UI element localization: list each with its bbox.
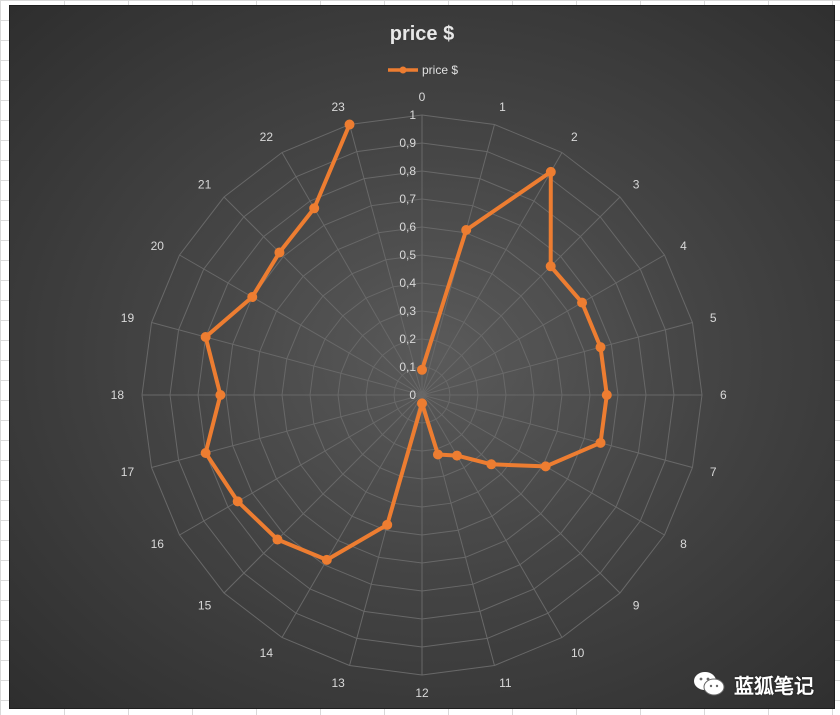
radial-tick-label: 0,9 [399,136,416,150]
category-label: 0 [419,90,426,104]
category-label: 1 [499,100,506,114]
grid-spoke [179,394,423,536]
grid-spoke [421,254,665,396]
radial-tick-label: 0,6 [399,220,416,234]
radial-tick-label: 0,7 [399,192,416,206]
grid-spoke [281,152,423,396]
grid-spoke [179,254,423,396]
grid-spoke [421,152,563,396]
category-label: 22 [260,130,274,144]
radar-chart: price $ price $ 0 0,1 0,2 0,3 0,4 0,5 0,6 0,7 0,… [111,23,727,700]
data-point[interactable] [432,449,443,460]
category-label: 4 [680,239,687,253]
category-label: 6 [720,388,727,402]
legend-label: price $ [422,63,458,77]
data-point[interactable] [200,332,211,343]
data-point[interactable] [452,450,462,461]
category-label: 17 [121,465,135,479]
radial-tick-label: 0,5 [399,248,416,262]
grid-spoke [151,322,423,396]
data-point[interactable] [247,292,258,302]
radial-tick-label: 0,3 [399,304,416,318]
category-label: 7 [710,465,717,479]
data-point[interactable] [232,496,243,507]
grid-spoke [223,394,423,594]
category-label: 18 [111,388,125,402]
category-label: 16 [151,537,165,551]
data-point[interactable] [272,534,283,545]
grid-spoke [421,394,693,468]
category-label: 12 [415,686,429,700]
data-point[interactable] [417,398,427,409]
grid-spoke [421,322,693,396]
data-point[interactable] [595,437,606,448]
wechat-icon [694,672,725,696]
radial-tick-labels: 0 0,1 0,2 0,3 0,4 0,5 0,6 0,7 0,8 0,9 1 [399,108,416,402]
category-label: 13 [332,676,346,690]
category-label: 2 [571,130,578,144]
category-label: 15 [198,599,212,613]
grid-spoke [151,394,423,468]
category-label: 3 [633,177,640,191]
grid-spoke [421,196,621,396]
watermark-text: 蓝狐笔记 [734,673,814,698]
data-point[interactable] [540,461,551,472]
watermark: 蓝狐笔记 [692,666,814,702]
data-point[interactable] [577,297,588,308]
category-label: 5 [710,311,717,325]
data-point[interactable] [545,166,556,177]
data-point[interactable] [274,247,285,258]
data-point[interactable] [200,447,211,458]
radial-tick-label: 0,4 [399,276,416,290]
radar-grid [141,114,703,676]
category-label: 23 [332,100,346,114]
grid-spoke [223,196,423,396]
chart-title: price $ [390,23,454,45]
legend[interactable]: price $ [388,63,458,77]
data-point[interactable] [382,519,393,530]
radial-tick-label: 0 [409,388,416,402]
category-label: 10 [571,646,585,660]
data-point[interactable] [595,342,606,353]
series-price[interactable] [200,119,612,565]
data-point[interactable] [344,119,355,130]
radial-tick-label: 0,2 [399,332,416,346]
data-point[interactable] [215,390,226,400]
series-line[interactable] [203,122,609,562]
category-label: 19 [121,311,135,325]
grid-spoke [421,394,563,638]
grid-spoke [421,394,621,594]
category-label: 11 [499,676,512,690]
category-label: 14 [260,646,274,660]
radial-tick-label: 1 [409,108,416,122]
grid-spoke [281,394,423,638]
category-label: 8 [680,537,687,551]
category-label: 20 [151,239,165,253]
radial-tick-label: 0,8 [399,164,416,178]
radial-tick-label: 0,1 [399,360,416,374]
chart-area[interactable]: price $ price $ 0 0,1 0,2 0,3 0,4 0,5 0,6 0,7 0,… [10,6,834,708]
data-point[interactable] [309,203,320,214]
legend-marker [399,66,407,74]
data-point[interactable] [321,554,332,565]
category-label: 21 [198,177,212,191]
category-label: 9 [633,599,640,613]
data-point[interactable] [545,261,556,272]
data-point[interactable] [417,364,427,375]
grid-spoke [349,124,423,396]
data-point[interactable] [601,390,612,400]
data-point[interactable] [486,459,497,470]
data-point[interactable] [461,225,472,236]
